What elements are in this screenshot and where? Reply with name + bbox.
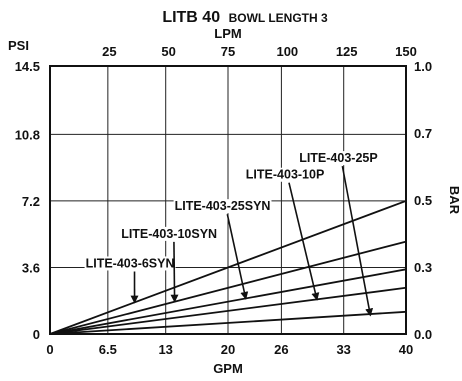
x-bottom-tick-label: 26	[274, 342, 288, 357]
series-label-arrow	[226, 213, 249, 300]
x-top-tick-label: 100	[276, 44, 298, 59]
series-line	[49, 240, 407, 335]
series-label-background	[84, 256, 176, 271]
series-label-background	[298, 151, 379, 166]
series-label-background	[120, 226, 219, 241]
y-left-tick-label: 0	[33, 327, 40, 342]
top-axis-label: LPM	[214, 26, 241, 41]
x-bottom-tick-label: 33	[336, 342, 350, 357]
x-top-tick-label: 125	[336, 44, 358, 59]
y-left-tick-label: 3.6	[22, 260, 40, 275]
series-label: LITE-403-25SYN	[175, 199, 271, 213]
series-label: LITE-403-6SYN	[86, 256, 175, 270]
x-top-tick-label: 75	[221, 44, 235, 59]
series-label-arrow	[341, 165, 374, 317]
x-bottom-tick-label: 0	[46, 342, 53, 357]
x-bottom-tick-label: 40	[399, 342, 413, 357]
left-axis-label: PSI	[8, 38, 29, 53]
right-axis-label: BAR	[447, 186, 462, 215]
series-labels: LITE-403-6SYN LITE-403-10SYN LITE-403-25SY…	[84, 151, 379, 317]
series-line	[49, 286, 407, 335]
series-line	[49, 200, 407, 335]
series-label-background	[244, 167, 326, 182]
y-right-tick-label: 0.0	[414, 327, 432, 342]
y-right-tick-label: 0.3	[414, 260, 432, 275]
x-top-tick-label: 150	[395, 44, 417, 59]
x-bottom-tick-label: 13	[158, 342, 172, 357]
series-label-arrow	[288, 182, 320, 301]
chart-title: LITB 40 BOWL LENGTH 3	[162, 9, 328, 26]
y-right-tick-label: 0.7	[414, 126, 432, 141]
tick-labels: 0 6.5 13 20 26 33 40 25 50 75 100 125 150 0 3.6 7.2 10.8…	[15, 44, 432, 357]
series-lines	[49, 200, 407, 335]
y-right-tick-label: 0.5	[414, 193, 432, 208]
x-bottom-tick-label: 20	[221, 342, 235, 357]
y-right-tick-label: 1.0	[414, 59, 432, 74]
plot-frame	[49, 65, 407, 335]
x-top-tick-label: 25	[102, 44, 116, 59]
y-left-tick-label: 14.5	[15, 59, 40, 74]
series-label: LITE-403-10SYN	[121, 227, 217, 241]
series-line	[49, 310, 407, 335]
y-left-tick-label: 7.2	[22, 194, 40, 209]
series-label-background	[173, 199, 272, 214]
series-label: LITE-403-10P	[246, 168, 325, 182]
x-bottom-tick-label: 6.5	[99, 342, 117, 357]
y-left-tick-label: 10.8	[15, 127, 40, 142]
series-label-arrow	[170, 241, 179, 303]
series-label: LITE-403-25P	[299, 151, 378, 165]
chart-title-main: LITB 40	[162, 9, 220, 26]
x-top-tick-label: 50	[161, 44, 175, 59]
series-line	[49, 268, 407, 335]
chart-subtitle: BOWL LENGTH 3	[229, 11, 328, 25]
bottom-axis-label: GPM	[213, 361, 243, 376]
